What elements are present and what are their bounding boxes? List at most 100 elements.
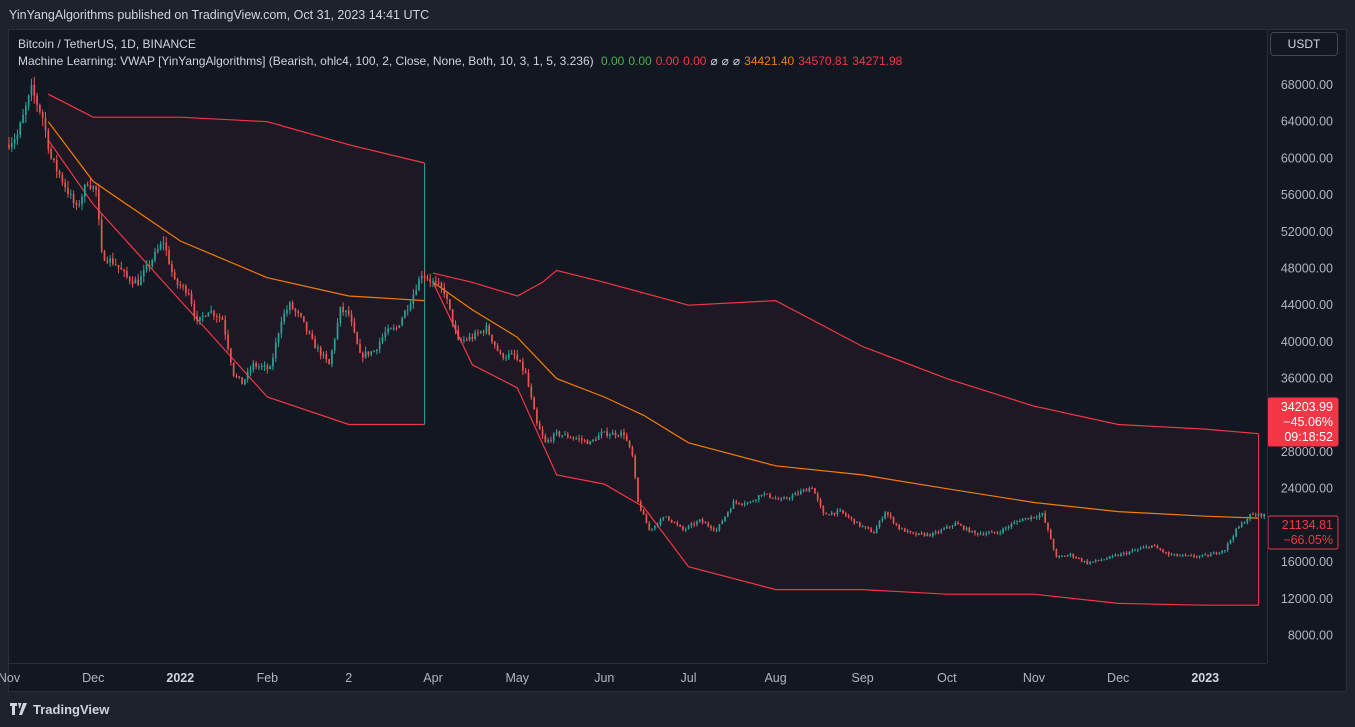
candle <box>538 423 541 430</box>
candle <box>468 336 471 340</box>
candle <box>156 249 159 252</box>
candle <box>1249 513 1251 520</box>
time-axis-labels: Nov Dec 2022 Feb 2 Apr May Jun Jul Aug Sep Oct Nov De… <box>0 671 1219 685</box>
candle <box>1055 549 1058 557</box>
candle <box>356 332 359 344</box>
candle <box>1114 555 1117 557</box>
candle <box>951 525 954 527</box>
candle <box>165 242 168 251</box>
candle <box>429 279 432 282</box>
candle <box>162 242 165 244</box>
indicator-value: ⌀ <box>732 54 741 68</box>
candle <box>154 251 156 261</box>
candle <box>811 488 813 490</box>
candle <box>690 523 693 526</box>
candle <box>449 299 451 310</box>
currency-button[interactable]: USDT <box>1270 32 1338 56</box>
price-tick-label: 64000.00 <box>1281 115 1333 129</box>
candle <box>325 354 328 360</box>
candle <box>555 431 558 434</box>
candle <box>639 501 642 511</box>
time-tick-label: Sep <box>852 671 874 685</box>
candle <box>112 258 114 265</box>
candle <box>336 322 339 339</box>
candle <box>317 347 319 349</box>
candle <box>752 500 754 502</box>
candle <box>839 510 842 512</box>
candle <box>659 519 662 525</box>
tradingview-logo-icon <box>10 703 27 715</box>
time-tick-label: Jul <box>681 671 697 685</box>
candle <box>64 182 67 188</box>
candle <box>1173 553 1176 555</box>
header-bar: YinYangAlgorithms published on TradingVi… <box>0 0 1355 30</box>
candle <box>985 533 988 535</box>
candle <box>766 493 769 495</box>
candle <box>263 365 266 367</box>
candle <box>333 338 336 351</box>
vwap-bands <box>47 93 1260 606</box>
candle <box>100 219 103 252</box>
candle <box>142 270 145 277</box>
candle <box>878 520 881 528</box>
candle <box>1078 558 1080 560</box>
candle <box>682 526 684 530</box>
candle <box>288 302 291 311</box>
candle <box>850 517 853 519</box>
candle <box>260 366 263 368</box>
candle <box>864 526 867 528</box>
candle <box>406 309 409 311</box>
candle <box>917 533 920 535</box>
indicator-value: 0.00 <box>628 54 652 68</box>
candle <box>159 243 162 250</box>
time-axis[interactable] <box>9 663 1267 691</box>
candle <box>606 431 608 436</box>
candle <box>387 328 389 332</box>
candle <box>631 447 634 456</box>
candle <box>783 497 785 500</box>
candle <box>1094 559 1097 562</box>
candle <box>67 187 69 195</box>
candle <box>965 527 968 530</box>
candle <box>58 170 61 175</box>
price-axis[interactable] <box>1267 30 1347 663</box>
band-fill <box>433 270 1259 606</box>
candle <box>687 525 690 529</box>
indicator-line: Machine Learning: VWAP [YinYangAlgorithm… <box>18 54 594 68</box>
candle <box>1134 550 1136 552</box>
candle <box>232 362 235 377</box>
candle <box>224 319 227 335</box>
candle <box>69 194 72 196</box>
candle <box>920 533 923 535</box>
candle <box>527 372 530 387</box>
candle <box>519 359 521 362</box>
candle <box>75 203 78 205</box>
candle <box>1170 554 1173 556</box>
candle <box>620 432 622 436</box>
candle <box>1184 554 1187 556</box>
candle <box>185 285 187 294</box>
candle <box>1167 552 1170 555</box>
candle <box>743 503 746 505</box>
symbol-line: Bitcoin / TetherUS, 1D, BINANCE <box>18 37 196 51</box>
candle <box>715 529 718 531</box>
candle <box>572 437 575 439</box>
candle <box>954 522 957 526</box>
candle <box>213 310 215 317</box>
candle <box>513 353 516 355</box>
candle <box>41 112 44 118</box>
candle <box>39 104 41 113</box>
time-tick-label: Aug <box>764 671 786 685</box>
candle <box>331 350 333 365</box>
candle <box>1021 519 1024 522</box>
candle <box>637 477 639 502</box>
candle <box>27 95 30 106</box>
candle <box>1235 528 1237 537</box>
candle <box>656 524 659 526</box>
vwap-line <box>47 121 425 302</box>
price-tick-label: 60000.00 <box>1281 151 1333 165</box>
time-tick-label: Feb <box>257 671 279 685</box>
candle <box>347 310 350 315</box>
candle <box>1198 555 1201 557</box>
